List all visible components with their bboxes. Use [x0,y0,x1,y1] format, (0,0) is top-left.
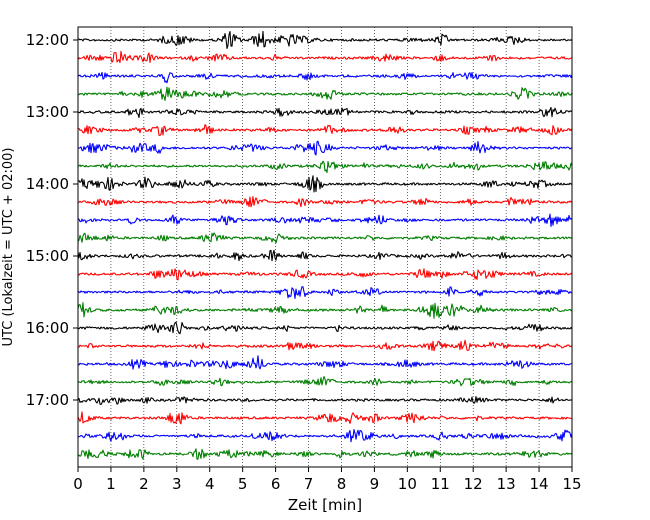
trace-1200 [77,30,573,50]
trace-1615 [77,339,573,352]
trace-1645 [77,376,573,387]
y-tick-label: 12:00 [26,31,69,49]
trace-1530 [77,286,573,300]
trace-1245 [77,86,573,101]
trace-1715 [77,411,573,425]
trace-1700 [77,396,573,406]
trace-1545 [77,302,573,319]
trace-1315 [77,124,573,136]
x-tick-label: 9 [370,475,380,493]
trace-1300 [77,106,573,119]
x-tick-label: 7 [304,475,314,493]
trace-1415 [77,196,573,208]
trace-1345 [77,160,573,174]
trace-1500 [77,249,573,262]
y-tick-label: 17:00 [26,391,69,409]
x-tick-label: 13 [497,475,516,493]
plot-frame [77,26,573,468]
y-axis-ticks: 12:00 13:00 14:00 15:00 16:00 17:00 [26,31,78,409]
y-tick-label: 14:00 [26,175,69,193]
trace-1430 [77,213,573,228]
trace-1400 [77,175,573,193]
trace-1515 [77,268,573,281]
x-tick-label: 10 [398,475,417,493]
x-tick-label: 6 [271,475,281,493]
y-tick-label: 16:00 [26,319,69,337]
x-tick-label: 3 [172,475,182,493]
seismic-traces [77,30,573,460]
x-tick-label: 1 [106,475,116,493]
trace-1330 [77,140,573,156]
x-tick-label: 12 [464,475,483,493]
x-tick-label: 5 [238,475,248,493]
trace-1730 [77,429,573,443]
plot-background [78,27,572,467]
trace-1745 [77,448,573,460]
x-tick-label: 14 [530,475,549,493]
trace-1230 [77,71,573,84]
trace-1215 [77,50,573,64]
x-tick-label: 4 [205,475,215,493]
trace-1600 [77,321,573,335]
x-tick-label: 8 [337,475,347,493]
y-axis-title: UTC (Lokalzeit = UTC + 02:00) [1,148,16,347]
x-tick-label: 11 [431,475,450,493]
x-axis-title: Zeit [min] [288,496,362,514]
grid-lines [110,27,540,467]
x-tick-label: 0 [73,475,83,493]
y-tick-label: 13:00 [26,103,69,121]
y-tick-label: 15:00 [26,247,69,265]
trace-1630 [77,355,573,370]
x-tick-label: 15 [562,475,581,493]
trace-1445 [77,232,573,244]
x-tick-label: 2 [139,475,149,493]
x-axis-ticks: 0 1 2 3 4 5 6 7 8 9 10 11 12 13 14 15 [73,467,582,493]
